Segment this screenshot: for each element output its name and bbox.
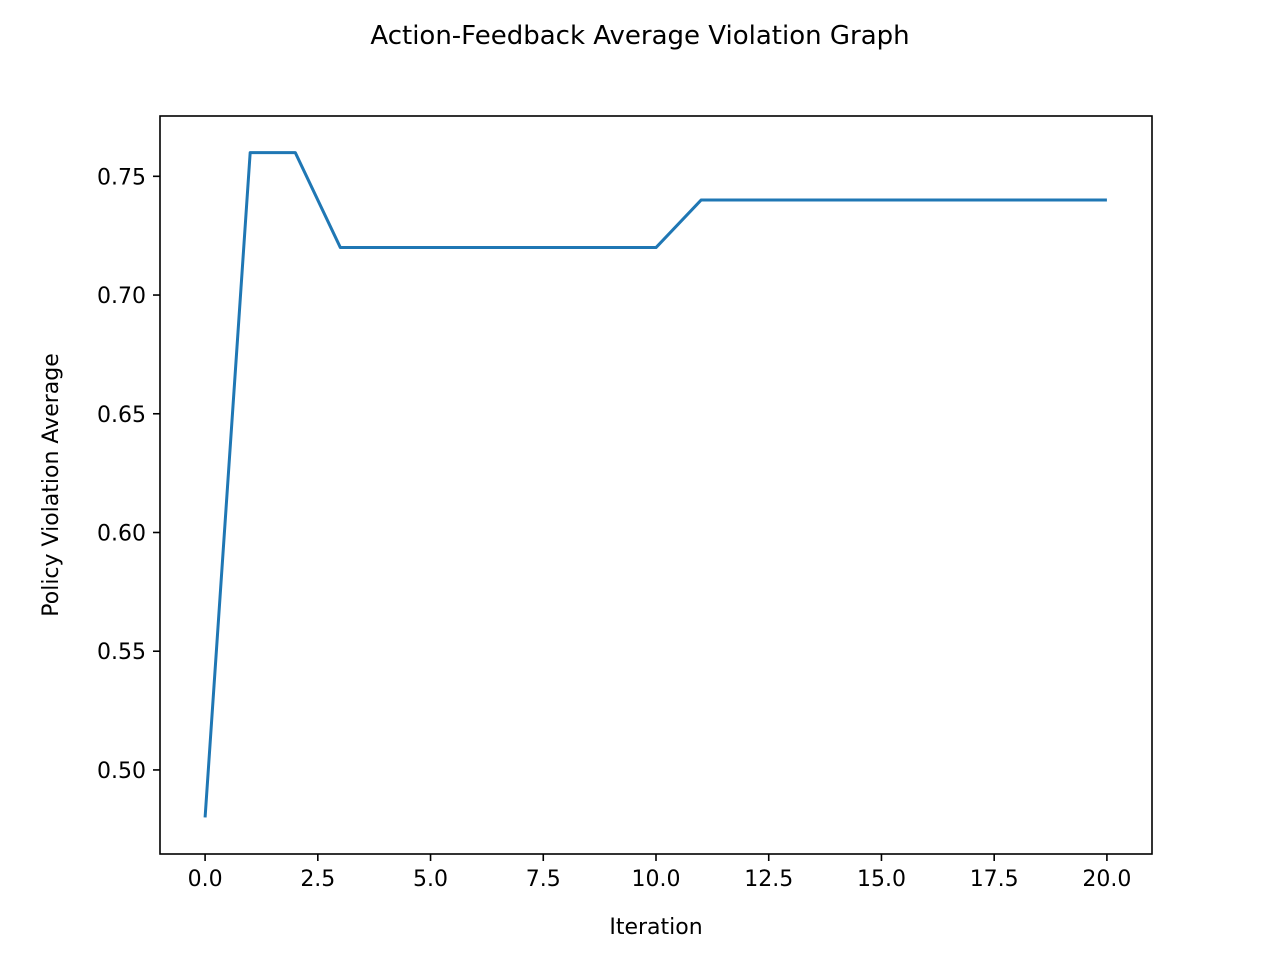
x-axis-title: Iteration: [609, 915, 702, 940]
x-tick-label: 17.5: [970, 867, 1019, 892]
x-axis: 0.0 2.5 5.0 7.5 10.0 12.5 15.0 17.5 20.0: [188, 854, 1131, 892]
y-axis: 0.50 0.55 0.60 0.65 0.70 0.75: [97, 165, 160, 784]
x-tick-label: 7.5: [526, 867, 561, 892]
y-axis-title: Policy Violation Average: [39, 353, 64, 616]
x-tick-label: 2.5: [300, 867, 335, 892]
plot-area: [203, 151, 1107, 818]
x-tick-label: 0.0: [188, 867, 223, 892]
y-tick-label: 0.55: [97, 640, 146, 665]
y-tick-label: 0.75: [97, 165, 146, 190]
x-tick-label: 5.0: [413, 867, 448, 892]
y-tick-label: 0.60: [97, 521, 146, 546]
y-tick-label: 0.50: [97, 759, 146, 784]
x-tick-label: 15.0: [857, 867, 906, 892]
x-tick-label: 10.0: [632, 867, 681, 892]
y-tick-label: 0.70: [97, 284, 146, 309]
chart-title: Action-Feedback Average Violation Graph: [370, 21, 909, 51]
x-tick-label: 20.0: [1082, 867, 1131, 892]
plot-frame: [159, 115, 1153, 855]
series-line-0: [203, 151, 1107, 818]
x-tick-label: 12.5: [744, 867, 793, 892]
y-tick-label: 0.65: [97, 403, 146, 428]
